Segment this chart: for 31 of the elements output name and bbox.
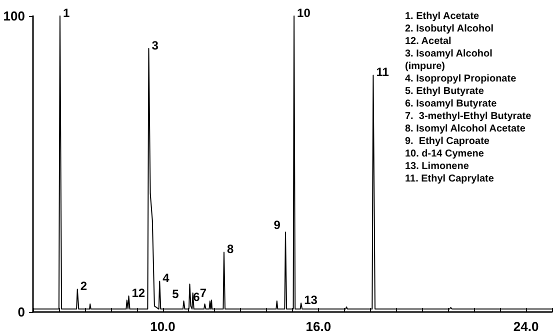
annotation: 7 <box>200 286 207 300</box>
x-tick-label: 16.0 <box>306 319 332 334</box>
annotation: 4 <box>162 271 170 286</box>
annotation: 6. Isoamyl Butyrate <box>405 98 498 110</box>
annotation: 4. Isopropyl Propionate <box>405 73 517 84</box>
annotation: 8. Isomyl Alcohol Acetate <box>405 123 526 134</box>
annotation: 11 <box>376 65 390 80</box>
annotation: 10. d-14 Cymene <box>405 148 484 160</box>
annotation: 10 <box>297 6 311 20</box>
annotation: 9. Ethyl Caproate <box>405 136 490 147</box>
annotation: 8 <box>226 242 234 256</box>
annotation: 1. Ethyl Acetate <box>405 10 480 22</box>
annotation: 2. Isobutyl Alcohol <box>405 23 494 34</box>
annotation: 9 <box>274 218 281 232</box>
x-tick-label: 24.0 <box>513 319 539 334</box>
annotation: 11. Ethyl Caprylate <box>405 173 494 184</box>
annotation: 12. Acetal <box>405 36 452 47</box>
x-tick-label: 10.0 <box>150 319 176 334</box>
annotation: 1 <box>62 6 70 20</box>
y-tick-label: 100 <box>3 8 25 24</box>
annotation: 2 <box>80 279 88 294</box>
annotation: 6 <box>193 290 200 304</box>
annotation: 3. Isoamyl Alcohol (impure) <box>405 48 493 72</box>
y-tick-label: 0 <box>18 304 25 320</box>
annotation: 7. 3-methyl-Ethyl Butyrate <box>405 110 532 122</box>
annotation: 12 <box>132 286 146 300</box>
annotation: 13 <box>304 293 318 308</box>
annotation: 3 <box>152 38 159 53</box>
annotation: 13. Limonene <box>405 160 470 172</box>
annotation: 5 <box>172 287 180 302</box>
annotation: 5. Ethyl Butyrate <box>405 86 484 97</box>
